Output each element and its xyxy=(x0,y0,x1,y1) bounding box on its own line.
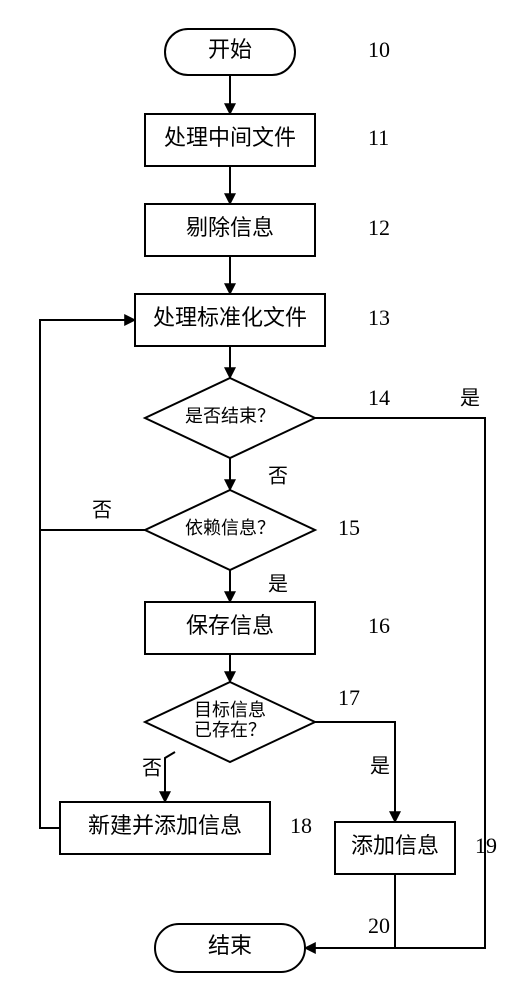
node-label-n12: 12 xyxy=(368,215,390,240)
node-n19: 添加信息 xyxy=(335,822,455,874)
node-text-n15: 依赖信息？ xyxy=(185,518,275,538)
node-n13: 处理标准化文件 xyxy=(135,294,325,346)
node-text-n20: 结束 xyxy=(208,933,252,958)
edge-label-e17_no: 否 xyxy=(142,758,162,780)
node-n10: 开始 xyxy=(165,29,295,75)
edge-label-e15_no: 否 xyxy=(92,500,112,522)
node-label-n11: 11 xyxy=(368,125,389,150)
node-n14: 是否结束？ xyxy=(145,378,315,458)
node-label-n10: 10 xyxy=(368,37,390,62)
node-text-n11: 处理中间文件 xyxy=(164,125,296,150)
node-n11: 处理中间文件 xyxy=(145,114,315,166)
node-label-n16: 16 xyxy=(368,613,390,638)
node-text-n10: 开始 xyxy=(208,37,252,62)
edge-e15_no xyxy=(40,320,145,530)
node-text-n14: 是否结束？ xyxy=(185,406,275,426)
node-n12: 剔除信息 xyxy=(145,204,315,256)
edge-e18_loop xyxy=(40,530,60,828)
node-label-n19: 19 xyxy=(475,833,497,858)
edge-label-e14_yes: 是 xyxy=(460,388,480,410)
node-n16: 保存信息 xyxy=(145,602,315,654)
node-label-n20: 20 xyxy=(368,913,390,938)
node-label-n18: 18 xyxy=(290,813,312,838)
node-label-n15: 15 xyxy=(338,515,360,540)
node-label-n17: 17 xyxy=(338,685,360,710)
edge-label-e14_15: 否 xyxy=(268,466,288,488)
node-n18: 新建并添加信息 xyxy=(60,802,270,854)
node-text-n17-0: 目标信息 xyxy=(194,700,266,720)
edge-e17_no xyxy=(165,752,175,802)
node-text-n12: 剔除信息 xyxy=(186,215,274,240)
node-label-n14: 14 xyxy=(368,385,390,410)
node-n15: 依赖信息？ xyxy=(145,490,315,570)
node-n17: 目标信息已存在？ xyxy=(145,682,315,762)
node-text-n16: 保存信息 xyxy=(186,613,274,638)
flowchart-svg: 否是是否否是开始10处理中间文件11剔除信息12处理标准化文件13是否结束？14… xyxy=(0,0,520,1000)
edge-label-e15_16: 是 xyxy=(268,574,288,596)
node-n20: 结束 xyxy=(155,924,305,972)
node-text-n13: 处理标准化文件 xyxy=(153,305,307,330)
node-label-n13: 13 xyxy=(368,305,390,330)
node-text-n18: 新建并添加信息 xyxy=(88,813,242,838)
node-text-n19: 添加信息 xyxy=(351,833,439,858)
edge-label-e17_yes: 是 xyxy=(370,756,390,778)
node-text-n17-1: 已存在？ xyxy=(194,720,266,740)
